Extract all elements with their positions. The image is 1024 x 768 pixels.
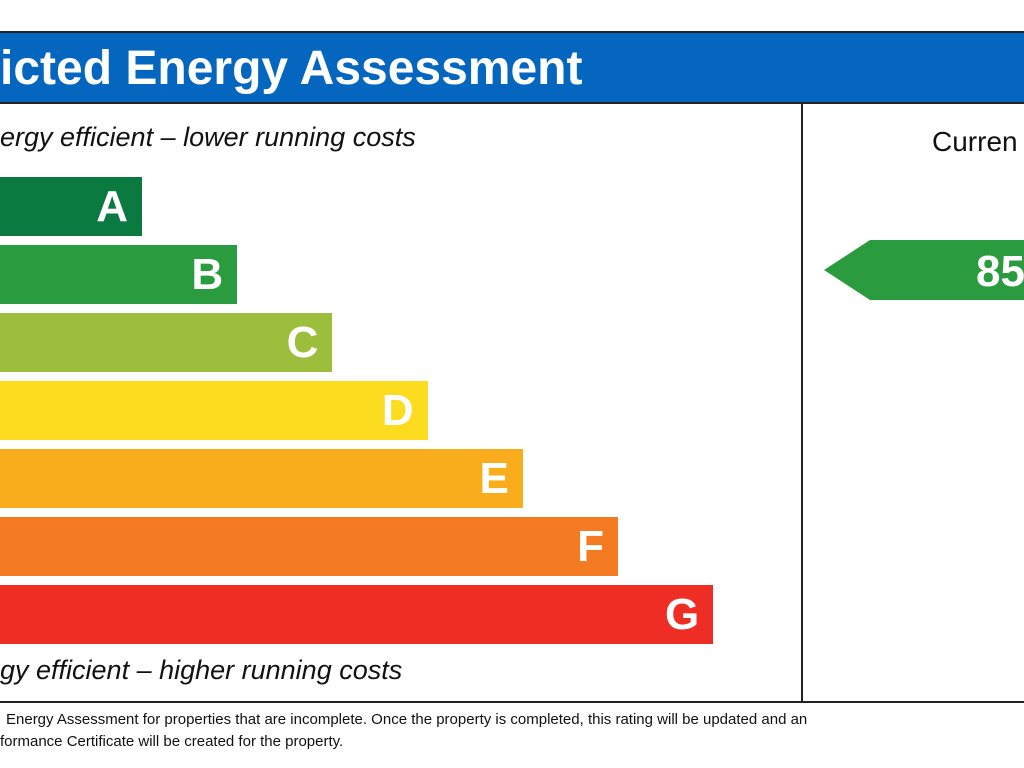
rating-bar-label: F bbox=[577, 522, 604, 571]
bottom-note: gy efficient – higher running costs bbox=[0, 655, 403, 685]
rating-bar-label: C bbox=[286, 318, 319, 367]
rating-bar-f: F bbox=[0, 517, 618, 576]
rating-bar-b: B bbox=[0, 245, 238, 304]
rating-bar-g: G bbox=[0, 585, 714, 644]
current-rating-value: 85 bbox=[976, 247, 1024, 296]
current-rating-shape bbox=[824, 240, 1024, 300]
rating-bar-e: E bbox=[0, 449, 523, 508]
column-divider bbox=[801, 104, 803, 703]
rating-bar-a: A bbox=[0, 177, 142, 236]
rating-bar-label: G bbox=[664, 590, 700, 639]
current-column-label: Curren bbox=[932, 126, 1018, 157]
rating-bar-d: D bbox=[0, 381, 428, 440]
rating-bar-label: E bbox=[479, 454, 509, 503]
bottom-divider bbox=[0, 701, 1024, 703]
header-banner: icted Energy Assessment bbox=[0, 31, 1024, 104]
rating-bar-label: D bbox=[381, 386, 414, 435]
rating-bar-label: A bbox=[96, 182, 128, 231]
footer-line-2: formance Certificate will be created for… bbox=[0, 733, 344, 750]
footer-line-1: Energy Assessment for properties that ar… bbox=[6, 711, 808, 728]
rating-bar-c: C bbox=[0, 313, 333, 372]
rating-bar-label: B bbox=[191, 250, 224, 299]
page-title: icted Energy Assessment bbox=[0, 42, 583, 95]
top-note: ergy efficient – lower running costs bbox=[0, 122, 416, 152]
